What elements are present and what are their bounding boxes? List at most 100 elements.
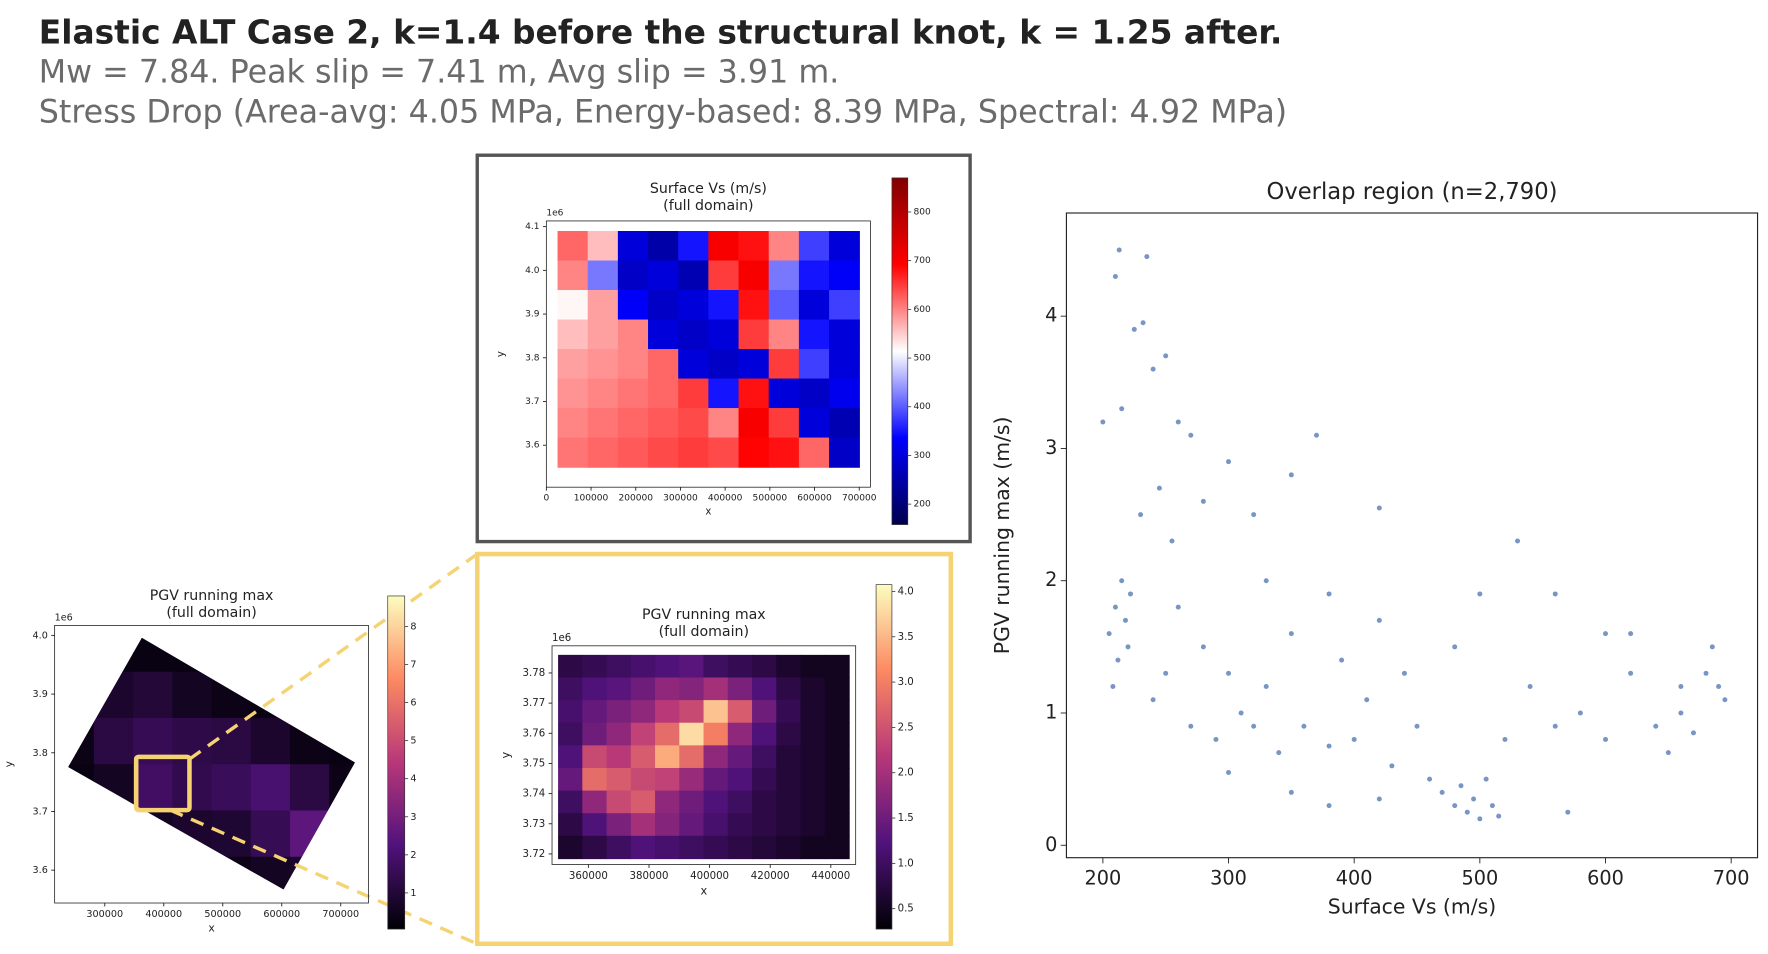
heatmap-cell: [738, 319, 770, 350]
heatmap-cell: [708, 319, 740, 350]
colorbar-tick-label: 3: [410, 812, 416, 823]
point: [1477, 816, 1483, 822]
heatmap-cell: [679, 835, 705, 860]
point: [1150, 697, 1156, 703]
point: [1263, 578, 1269, 584]
heatmap-cell: [648, 408, 679, 439]
x-tick-label: 700000: [842, 493, 877, 503]
heatmap-cell: [768, 290, 800, 321]
heatmap-cell: [703, 700, 729, 724]
heatmap-cell: [798, 378, 830, 409]
heatmap-cell: [824, 677, 850, 701]
x-tick-label: 360000: [569, 871, 608, 882]
heatmap-cell: [738, 437, 770, 468]
heatmap-cell: [655, 654, 680, 679]
point: [1188, 432, 1194, 438]
point: [1276, 750, 1282, 756]
heatmap-cell: [93, 717, 134, 765]
heatmap-cell: [727, 790, 753, 814]
heatmap-cell: [606, 790, 632, 814]
heatmap-cell: [655, 835, 680, 860]
y-tick-label: 3.6: [33, 865, 48, 876]
point: [1427, 776, 1433, 782]
heatmap-cell: [776, 745, 802, 769]
heatmap-cell: [172, 764, 213, 812]
heatmap-cell: [752, 767, 777, 792]
heatmap-cell: [558, 745, 584, 769]
heatmap-cell: [630, 835, 656, 860]
chart-title: Surface Vs (m/s): [650, 181, 767, 197]
colorbar-tick-label: 400: [913, 402, 931, 412]
y-tick-label: 3.78: [523, 668, 546, 679]
heatmap-cell: [587, 290, 619, 321]
point: [1150, 366, 1156, 372]
point: [1552, 723, 1558, 729]
point: [1163, 670, 1169, 676]
heatmap-cell: [587, 230, 619, 262]
point: [1552, 591, 1558, 597]
x-tick-label: 500000: [753, 493, 788, 503]
heatmap-cell: [824, 654, 850, 679]
point: [1116, 247, 1122, 253]
colorbar-tick-label: 700: [913, 256, 931, 266]
x-tick-label: 200: [1084, 866, 1121, 889]
heatmap-cell: [703, 835, 729, 860]
x-axis-label: x: [700, 883, 707, 897]
heatmap-cell: [678, 319, 710, 350]
heatmap-cell: [606, 813, 632, 837]
heatmap-cell: [211, 810, 252, 858]
panel-frame: [475, 153, 972, 544]
heatmap-cell: [776, 654, 802, 679]
x-tick-label: 420000: [751, 871, 790, 882]
x-tick-label: 500000: [204, 909, 241, 920]
heatmap-cell: [727, 835, 753, 860]
heatmap-cell: [557, 437, 589, 468]
heatmap-cell: [727, 722, 753, 747]
heatmap-cell: [655, 722, 680, 747]
chart-title: Overlap region (n=2,790): [1266, 179, 1557, 205]
heatmap-cell: [776, 835, 802, 860]
axis-offset: 1e6: [546, 209, 563, 219]
heatmap-cell: [703, 677, 729, 701]
heatmap-cell: [798, 290, 830, 321]
heatmap-cell: [800, 790, 826, 814]
heatmap-cell: [829, 378, 860, 409]
y-tick-label: 3.7: [525, 397, 539, 407]
point: [1226, 670, 1232, 676]
point: [1376, 617, 1382, 623]
heatmap-cell: [752, 745, 777, 769]
heatmap-cell: [582, 745, 608, 769]
colorbar-tick-label: 3.0: [898, 677, 914, 688]
point: [1251, 723, 1257, 729]
heatmap-cell: [768, 260, 800, 291]
colorbar-tick-label: 4: [410, 774, 416, 785]
heatmap-cell: [587, 408, 619, 439]
point: [1119, 406, 1125, 412]
heatmap-cell: [708, 408, 740, 439]
heatmap-cell: [558, 654, 584, 679]
heatmap-cell: [557, 230, 589, 262]
heatmap-cell: [582, 790, 608, 814]
heatmap-cell: [679, 767, 705, 792]
point: [1169, 538, 1175, 544]
heatmap-cell: [829, 319, 860, 350]
colorbar-tick-label: 600: [913, 305, 931, 315]
colorbar-tick-label: 300: [913, 451, 931, 461]
heatmap-cell: [738, 230, 770, 262]
y-tick-label: 4.0: [525, 266, 540, 276]
heatmap-cell: [768, 408, 800, 439]
colorbar-tick-label: 800: [913, 207, 931, 217]
heatmap-cell: [172, 671, 213, 719]
heatmap-cell: [768, 437, 800, 468]
heatmap-cell: [800, 767, 826, 792]
heatmap-cell: [679, 790, 705, 814]
axes-frame: [1065, 212, 1759, 859]
y-tick-label: 3.72: [523, 849, 546, 860]
heatmap-cell: [648, 260, 679, 291]
heatmap-cell: [617, 378, 649, 409]
heatmap-cell: [557, 290, 589, 321]
point: [1376, 505, 1382, 511]
heatmap-cell: [558, 700, 584, 724]
heatmap-cell: [655, 677, 680, 701]
